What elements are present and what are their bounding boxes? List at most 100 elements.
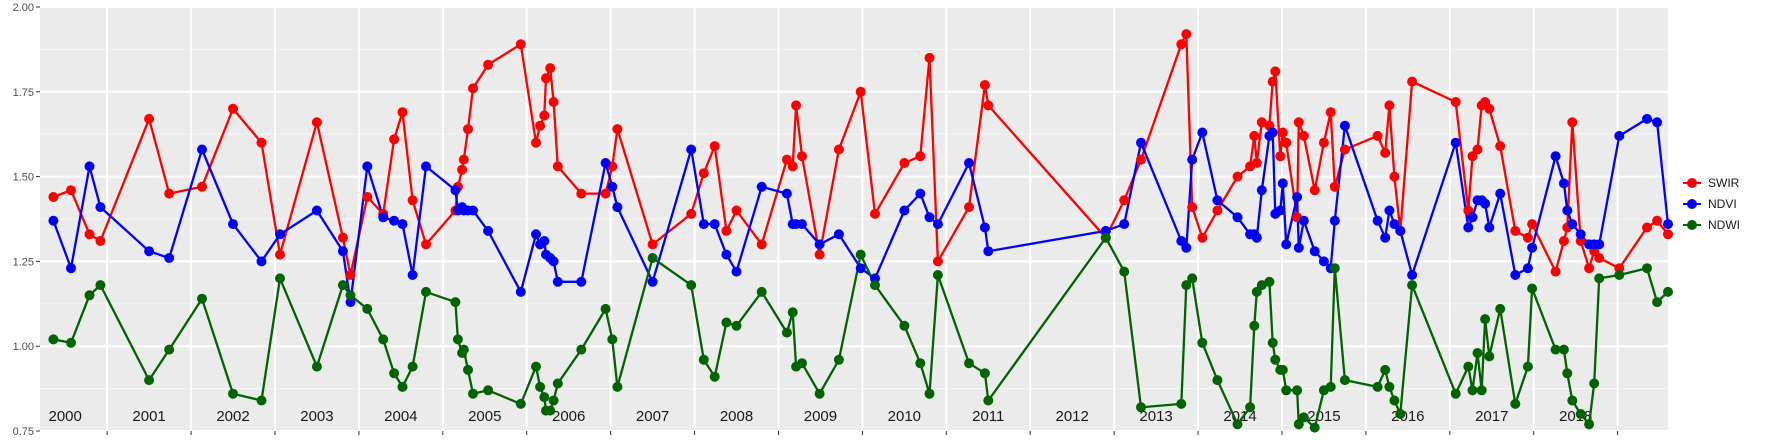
ndwi-point — [1395, 409, 1406, 419]
swir-point — [1339, 144, 1350, 155]
ndvi-point — [1232, 212, 1243, 223]
ndwi-point — [458, 344, 469, 355]
ndwi-point — [515, 398, 526, 409]
legend-key-point-ndwi — [1687, 220, 1697, 230]
ndwi-point — [698, 354, 709, 365]
year-label: 2012 — [1055, 408, 1088, 425]
ndvi-point — [164, 253, 175, 263]
ndvi-point — [1614, 130, 1625, 141]
series-points — [48, 29, 1673, 433]
ndvi-point — [781, 188, 792, 199]
ndvi-point — [389, 215, 400, 226]
ndwi-point — [1567, 395, 1578, 406]
ndwi-point — [1136, 402, 1146, 413]
ndwi-point — [421, 286, 431, 297]
swir-point — [197, 181, 207, 192]
swir-point — [397, 107, 408, 118]
ndvi-point — [1267, 127, 1278, 138]
legend-key-point-ndvi — [1687, 199, 1697, 209]
ndvi-point — [1197, 127, 1208, 138]
swir-point — [1329, 181, 1340, 192]
year-label: 2010 — [888, 408, 921, 425]
ndvi-point — [1562, 205, 1573, 216]
ndwi-point — [362, 303, 373, 314]
ndwi-point — [1267, 337, 1278, 348]
ndvi-point — [1527, 242, 1538, 253]
swir-point — [1309, 185, 1320, 196]
swir-point — [814, 249, 825, 260]
ndvi-point — [855, 263, 866, 274]
ndvi-point — [1642, 113, 1652, 124]
legend-key-point-swir — [1687, 178, 1697, 188]
ndwi-point — [1510, 398, 1521, 409]
year-label: 2009 — [804, 408, 837, 425]
ndwi-point — [545, 405, 556, 416]
ndwi-point — [1181, 280, 1192, 291]
ndvi-point — [1594, 239, 1605, 250]
y-axis: 0.75 1.00 1.25 1.50 1.75 2.00 — [13, 2, 40, 438]
year-label: 2017 — [1475, 408, 1508, 425]
year-label: 2006 — [552, 408, 585, 425]
swir-point — [1281, 137, 1292, 148]
ndwi-point — [915, 358, 926, 369]
ndvi-point — [1329, 215, 1340, 226]
swir-point — [531, 137, 541, 148]
swir-point — [1212, 205, 1223, 216]
swir-point — [541, 73, 551, 84]
swir-point — [1510, 225, 1521, 236]
ndvi-point — [1384, 205, 1395, 216]
ndwi-point — [1467, 385, 1478, 396]
ndwi-point — [468, 388, 478, 399]
ndwi-point — [709, 371, 720, 382]
ndwi-point — [932, 270, 943, 280]
ndvi-point — [899, 205, 910, 216]
ndwi-point — [1450, 388, 1461, 399]
ndwi-point — [1197, 337, 1208, 348]
ndwi-point — [1281, 385, 1292, 396]
swir-point — [552, 161, 563, 172]
ndwi-point — [797, 358, 807, 369]
ndvi-point — [1652, 117, 1663, 128]
ndvi-point — [337, 246, 348, 257]
ndvi-point — [833, 229, 844, 240]
ndvi-point — [1339, 120, 1350, 131]
ndwi-point — [1663, 286, 1673, 297]
swir-point — [983, 100, 994, 111]
ndwi-point — [256, 395, 267, 406]
major-gridlines — [40, 6, 1668, 432]
swir-point — [407, 195, 418, 206]
ndvi-point — [1187, 154, 1198, 165]
ndvi-point — [979, 222, 990, 233]
year-label: 2011 — [972, 408, 1004, 425]
ndvi-point — [709, 219, 720, 230]
swir-point — [275, 249, 285, 260]
ndwi-point — [378, 334, 389, 345]
ndwi-point — [833, 354, 844, 365]
ndwi-point — [600, 303, 611, 314]
ndvi-point — [144, 246, 155, 257]
swir-point — [833, 144, 844, 155]
swir-point — [721, 225, 732, 236]
swir-point — [1325, 107, 1336, 118]
ndvi-point — [1450, 137, 1461, 148]
ndwi-line — [53, 236, 1669, 429]
ndwi-point — [397, 381, 408, 392]
swir-point — [362, 192, 373, 202]
ndvi-point — [612, 202, 623, 213]
swir-point — [899, 158, 910, 168]
swir-point — [1136, 154, 1146, 165]
swir-point — [1567, 117, 1578, 128]
ndvi-point — [1463, 222, 1474, 233]
ndvi-point — [1275, 205, 1286, 216]
ndwi-point — [1614, 270, 1625, 280]
swir-point — [709, 141, 720, 152]
ndvi-point — [1292, 192, 1303, 202]
ndwi-point — [781, 327, 792, 338]
ndwi-point — [1558, 344, 1569, 355]
ndwi-point — [1584, 419, 1595, 430]
ndvi-point — [1380, 232, 1391, 243]
ndwi-point — [1380, 364, 1391, 375]
ndwi-point — [1256, 280, 1267, 291]
swir-point — [1270, 66, 1281, 77]
legend: SWIR NDVI NDWI — [1683, 176, 1740, 232]
